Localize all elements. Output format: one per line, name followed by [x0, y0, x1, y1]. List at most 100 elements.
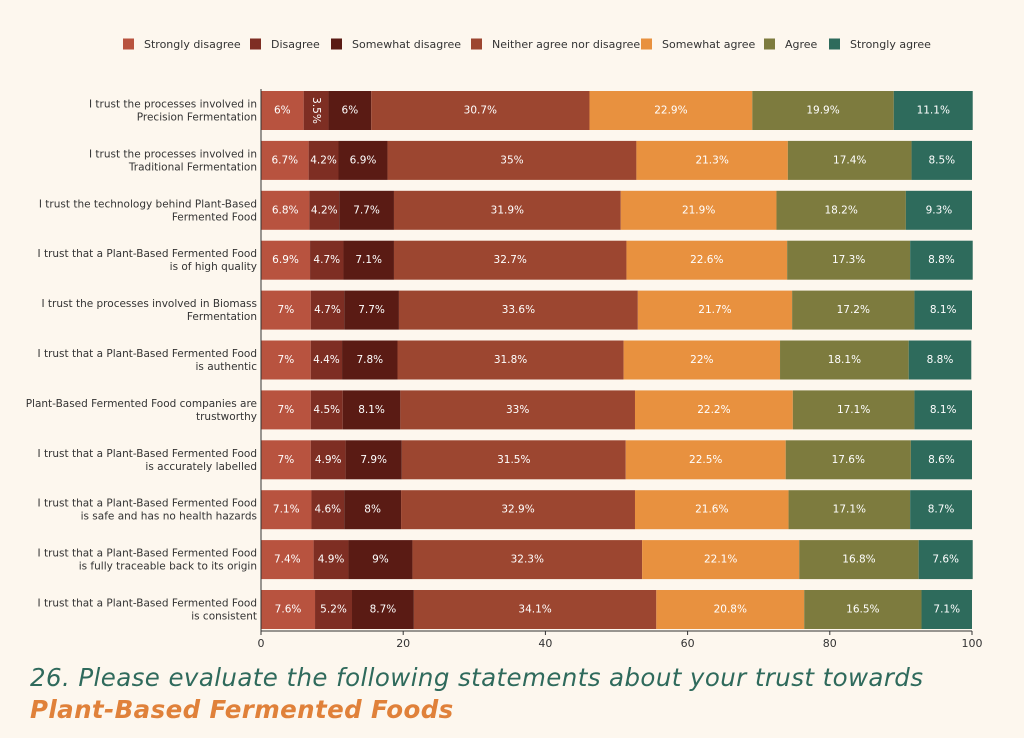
bar-segment — [589, 91, 753, 130]
caption-highlight: Plant-Based Fermented Foods — [30, 695, 454, 724]
bar-segment — [261, 390, 311, 430]
bar-segment — [393, 240, 627, 280]
x-tick-label: 80 — [823, 637, 837, 650]
bar-segment — [342, 390, 401, 430]
bar-segment — [261, 540, 314, 580]
data-label: 7.6% — [932, 554, 959, 566]
data-label: 7% — [278, 404, 295, 416]
bar-segment — [401, 440, 626, 480]
question-caption: 26. Please evaluate the following statem… — [30, 662, 995, 726]
bar-segment — [776, 190, 906, 230]
data-label: 4.2% — [310, 154, 337, 166]
data-label: 21.6% — [695, 504, 728, 516]
legend-label: Somewhat agree — [662, 38, 755, 51]
chart-legend: Strongly disagree Disagree Somewhat disagr… — [123, 38, 931, 51]
bar-segment — [642, 540, 800, 580]
bar-segment — [261, 91, 304, 130]
data-label: 8.1% — [358, 404, 385, 416]
bar-segment — [910, 240, 973, 280]
data-label: 7.6% — [275, 604, 302, 616]
legend-swatch — [331, 38, 342, 50]
legend-swatch — [123, 38, 134, 50]
data-label: 6% — [342, 105, 359, 117]
bar-segment — [752, 91, 894, 130]
bar-segment — [328, 91, 372, 130]
data-label: 17.6% — [832, 454, 865, 466]
bar-segment — [352, 590, 414, 629]
data-label: 22.5% — [689, 454, 722, 466]
bar-segment — [921, 590, 972, 629]
bar-segment — [339, 190, 394, 230]
bar-segment — [792, 390, 915, 430]
bar-segment — [310, 390, 343, 430]
data-label: 32.3% — [511, 554, 544, 566]
category-label: I trust the processes involved in Precisi… — [89, 99, 257, 124]
data-label: 7.9% — [360, 454, 387, 466]
bar-segment — [303, 91, 329, 130]
bar-segment — [387, 140, 637, 180]
category-label: I trust that a Plant-Based Fermented Foo… — [38, 348, 258, 373]
data-label: 17.1% — [837, 404, 870, 416]
bar-segment — [310, 440, 346, 480]
data-label: 7.1% — [933, 604, 960, 616]
bar-segment — [637, 290, 793, 330]
data-label: 20.8% — [714, 604, 747, 616]
bar-segment — [338, 140, 388, 180]
bar-segment — [344, 290, 399, 330]
bar-segment — [345, 440, 402, 480]
data-label: 32.9% — [501, 504, 534, 516]
category-label: I trust that a Plant-Based Fermented Foo… — [38, 498, 257, 523]
data-label: 33% — [506, 404, 529, 416]
data-label: 18.2% — [824, 204, 857, 216]
data-label: 4.7% — [313, 254, 340, 266]
data-label: 4.9% — [315, 454, 342, 466]
category-label: Plant-Based Fermented Food companies are… — [26, 398, 257, 423]
data-label: 8.1% — [930, 304, 957, 316]
bar-segment — [310, 290, 345, 330]
bar-segment — [792, 290, 915, 330]
data-label: 21.7% — [698, 304, 731, 316]
data-label: 22.1% — [704, 554, 737, 566]
bar-segment — [261, 290, 311, 330]
data-label: 9.3% — [926, 204, 953, 216]
data-label: 7% — [278, 304, 295, 316]
bar-segment — [315, 590, 353, 629]
data-label: 16.5% — [846, 604, 879, 616]
bar-segment — [398, 290, 638, 330]
bar-segment — [393, 190, 621, 230]
data-label: 4.5% — [313, 404, 340, 416]
data-label: 4.6% — [314, 504, 341, 516]
data-label: 4.9% — [318, 554, 345, 566]
bar-segment — [413, 590, 657, 629]
bar-segment — [785, 440, 911, 480]
data-label: 7.1% — [273, 504, 300, 516]
data-label: 6.9% — [272, 254, 299, 266]
bar-segment — [623, 340, 781, 380]
bar-segment — [310, 240, 344, 280]
legend-label: Neither agree nor disagree — [492, 38, 640, 51]
data-label: 8.7% — [370, 604, 397, 616]
bar-segment — [893, 91, 973, 130]
category-label: I trust that a Plant-Based Fermented Foo… — [38, 448, 257, 473]
bar-segments: 6% 3.5% 6% 30.7% 22.9% 19.9% 11.1% 6.7% 4.2% 6.9%… — [261, 91, 973, 629]
legend-swatch — [641, 38, 652, 50]
data-label: 31.5% — [497, 454, 530, 466]
data-label: 7.4% — [274, 554, 301, 566]
data-label: 6.9% — [350, 154, 377, 166]
bar-segment — [308, 140, 339, 180]
data-label: 7% — [278, 354, 295, 366]
bar-segment — [311, 490, 345, 530]
bar-segment — [656, 590, 805, 629]
data-label: 21.9% — [682, 204, 715, 216]
data-label: 18.1% — [828, 354, 861, 366]
legend-swatch — [829, 38, 840, 50]
bar-segment — [310, 340, 343, 380]
bar-segment — [261, 240, 311, 280]
bar-segment — [914, 290, 972, 330]
legend-label: Strongly disagree — [144, 38, 241, 51]
data-label: 3.5% — [310, 97, 322, 124]
bar-segment — [799, 540, 919, 580]
data-label: 17.3% — [832, 254, 865, 266]
data-label: 34.1% — [518, 604, 551, 616]
bar-segment — [343, 240, 394, 280]
